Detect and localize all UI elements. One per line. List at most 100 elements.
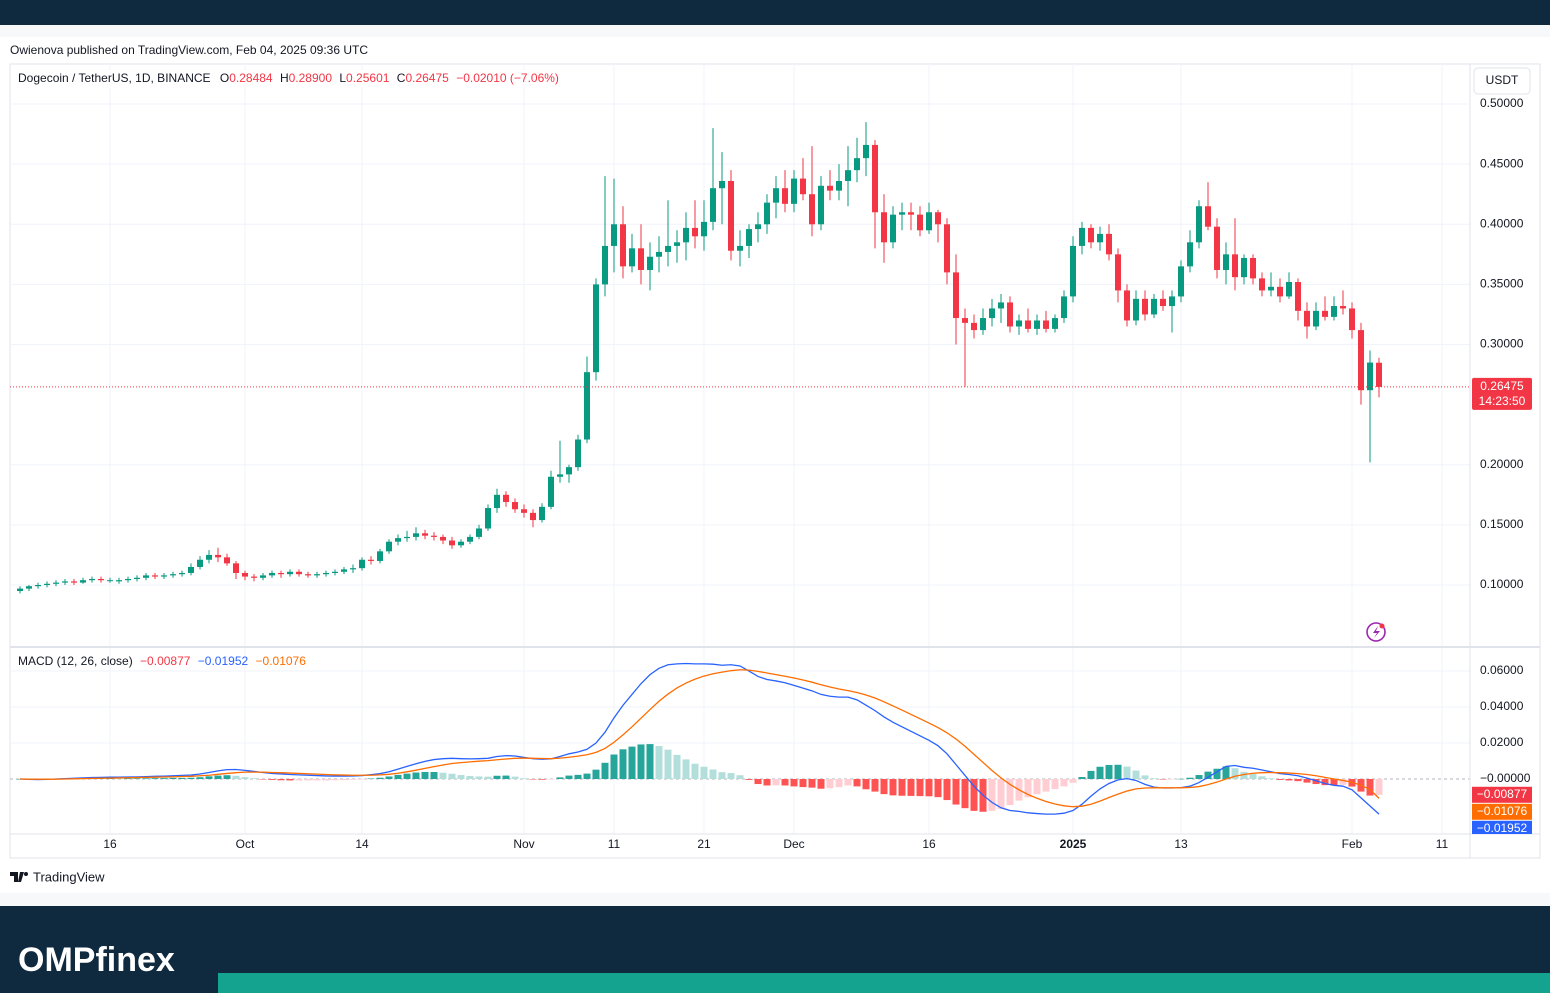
histogram-bar: [1285, 779, 1293, 781]
candle-body: [44, 583, 50, 586]
footer-accent: [218, 973, 1550, 993]
candle-body: [611, 224, 617, 246]
histogram-bar: [556, 777, 564, 780]
candle-body: [53, 582, 59, 584]
axis-tags: −0.00877 −0.01076 −0.01952: [1472, 786, 1532, 834]
candle-body: [980, 318, 986, 331]
y-tick-label: 0.35000: [1480, 277, 1524, 291]
candle-body: [278, 572, 284, 575]
histogram-bar: [691, 763, 699, 780]
histogram-bar: [790, 779, 798, 787]
candle-body: [692, 227, 698, 237]
histogram-bar: [169, 777, 177, 780]
histogram-bar: [1195, 775, 1203, 780]
histogram-bar: [781, 779, 789, 786]
candle-body: [323, 572, 329, 575]
candle-body: [1169, 296, 1175, 307]
candle-body: [107, 580, 113, 582]
currency-button[interactable]: [1473, 67, 1531, 95]
y-tick-label: 0.10000: [1480, 577, 1524, 591]
candle-body: [638, 248, 644, 270]
candle-body: [989, 308, 995, 319]
candle-body: [26, 586, 32, 589]
candle-body: [908, 212, 914, 215]
histogram-bar: [160, 778, 168, 780]
histogram-bar: [1330, 779, 1338, 786]
histogram-bar: [1168, 779, 1176, 780]
candle-body: [755, 224, 761, 230]
histogram-bar: [1177, 778, 1185, 780]
candle-body: [872, 144, 878, 213]
candle-body: [1052, 318, 1058, 329]
candle-body: [926, 212, 932, 231]
histogram-bar: [448, 773, 456, 780]
candle-body: [188, 566, 194, 573]
candle-body: [728, 180, 734, 251]
candle-body: [710, 188, 716, 222]
histogram-bar: [484, 776, 492, 780]
histogram-bar: [214, 775, 222, 780]
histogram-bar: [646, 744, 654, 780]
candle-body: [737, 245, 743, 251]
histogram-bar: [988, 779, 996, 811]
candle-body: [782, 188, 788, 204]
histogram-bar: [799, 779, 807, 788]
candle-body: [1187, 242, 1193, 267]
histogram-bar: [250, 778, 258, 780]
candle-body: [674, 242, 680, 246]
tradingview-logo: TradingView: [10, 869, 105, 884]
candle-body: [998, 302, 1004, 309]
candle-body: [809, 194, 815, 225]
candle-body: [962, 318, 968, 323]
symbol-title: Dogecoin / TetherUS, 1D, BINANCE: [18, 71, 211, 85]
histogram-bar: [736, 775, 744, 780]
candle-body: [575, 439, 581, 468]
candle-body: [1142, 298, 1148, 315]
histogram-bar: [394, 774, 402, 780]
candle-body: [791, 178, 797, 204]
histogram-bar: [664, 749, 672, 780]
histogram-bar: [142, 778, 150, 780]
candle-body: [80, 580, 86, 583]
histogram-bar: [421, 771, 429, 780]
x-tick-label: 11: [608, 837, 621, 851]
brand: TradingView: [33, 869, 105, 884]
histogram-bar: [745, 779, 753, 780]
macd-line: [19, 669, 1380, 808]
histogram-bar: [547, 779, 555, 780]
histogram-bar: [1312, 779, 1320, 785]
histogram-bar: [961, 779, 969, 809]
histogram-bar: [700, 766, 708, 780]
histogram-bar: [1141, 775, 1149, 780]
candle-body: [1151, 298, 1157, 315]
candle-body: [917, 214, 923, 231]
candle-body: [233, 563, 239, 573]
histogram-bar: [862, 779, 870, 790]
candle-body: [683, 227, 689, 243]
histogram-bar: [295, 779, 303, 781]
candle-body: [386, 541, 392, 552]
candle-body: [1223, 254, 1229, 270]
candle-body: [1133, 298, 1139, 321]
readout-value: 0.25601: [346, 71, 390, 85]
histogram-bar: [493, 775, 501, 780]
top-bar: [0, 0, 1550, 25]
candle-body: [1259, 278, 1265, 291]
histogram-bar: [673, 754, 681, 780]
candle-body: [1061, 296, 1067, 319]
histogram-bar: [232, 775, 240, 780]
currency-label[interactable]: USDT: [1486, 73, 1519, 87]
histogram-bar: [178, 777, 186, 780]
candle-body: [1025, 320, 1031, 329]
candle-body: [341, 569, 347, 572]
histogram-bar: [1114, 764, 1122, 780]
lightning-icon[interactable]: [1366, 622, 1386, 642]
histogram-bar: [538, 779, 546, 780]
x-tick-label: Feb: [1342, 837, 1363, 851]
candle-body: [1232, 254, 1238, 278]
histogram-bar: [1303, 779, 1311, 783]
candle-body: [296, 571, 302, 575]
histogram-bar: [718, 772, 726, 780]
candle-body: [143, 575, 149, 578]
x-tick-label: 16: [922, 837, 936, 851]
